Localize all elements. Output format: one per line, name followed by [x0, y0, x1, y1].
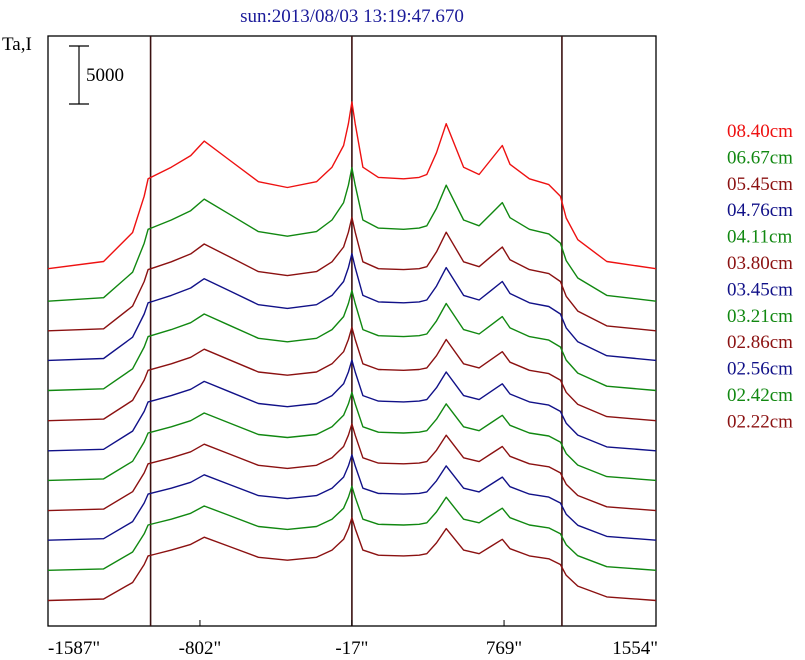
series-line-1 [47, 167, 657, 302]
series-line-9 [47, 454, 657, 541]
series-line-0 [47, 101, 657, 270]
legend-entry-3: 04.76cm [727, 200, 793, 221]
series-line-10 [47, 485, 657, 571]
series-line-4 [47, 289, 657, 392]
legend: 08.40cm 06.67cm 05.45cm 04.76cm 04.11cm 03.80… [727, 121, 793, 432]
scale-bar-label: 5000 [86, 65, 124, 86]
series-layer [47, 101, 657, 602]
legend-entry-2: 05.45cm [727, 174, 793, 195]
scale-bar: 5000 [69, 45, 124, 105]
legend-entry-4: 04.11cm [727, 227, 792, 248]
reference-lines [149, 36, 563, 626]
legend-entry-10: 02.42cm [727, 385, 793, 406]
x-axis-ticks: -1587" -802" -17" 769" 1554" [47, 620, 658, 659]
chart-title: sun:2013/08/03 13:19:47.670 [240, 6, 464, 27]
series-line-5 [47, 326, 657, 422]
legend-entry-1: 06.67cm [727, 147, 793, 168]
series-line-11 [47, 517, 657, 602]
series-line-2 [47, 216, 657, 332]
series-line-3 [47, 252, 657, 362]
legend-entry-6: 03.45cm [727, 279, 793, 300]
y-axis-label: Ta,I [2, 34, 32, 55]
series-line-8 [47, 423, 657, 512]
legend-entry-8: 02.86cm [727, 332, 793, 353]
series-line-7 [47, 391, 657, 482]
x-tick-label-1: -802" [179, 638, 222, 659]
legend-entry-9: 02.56cm [727, 359, 793, 380]
series-line-6 [47, 359, 657, 452]
legend-entry-11: 02.22cm [727, 411, 793, 432]
x-tick-label-2: -17" [335, 638, 368, 659]
x-tick-label-4: 1554" [612, 638, 658, 659]
legend-entry-0: 08.40cm [727, 121, 793, 142]
x-tick-label-0: -1587" [48, 638, 100, 659]
legend-entry-7: 03.21cm [727, 306, 793, 327]
legend-entry-5: 03.80cm [727, 253, 793, 274]
x-tick-label-3: 769" [486, 638, 522, 659]
